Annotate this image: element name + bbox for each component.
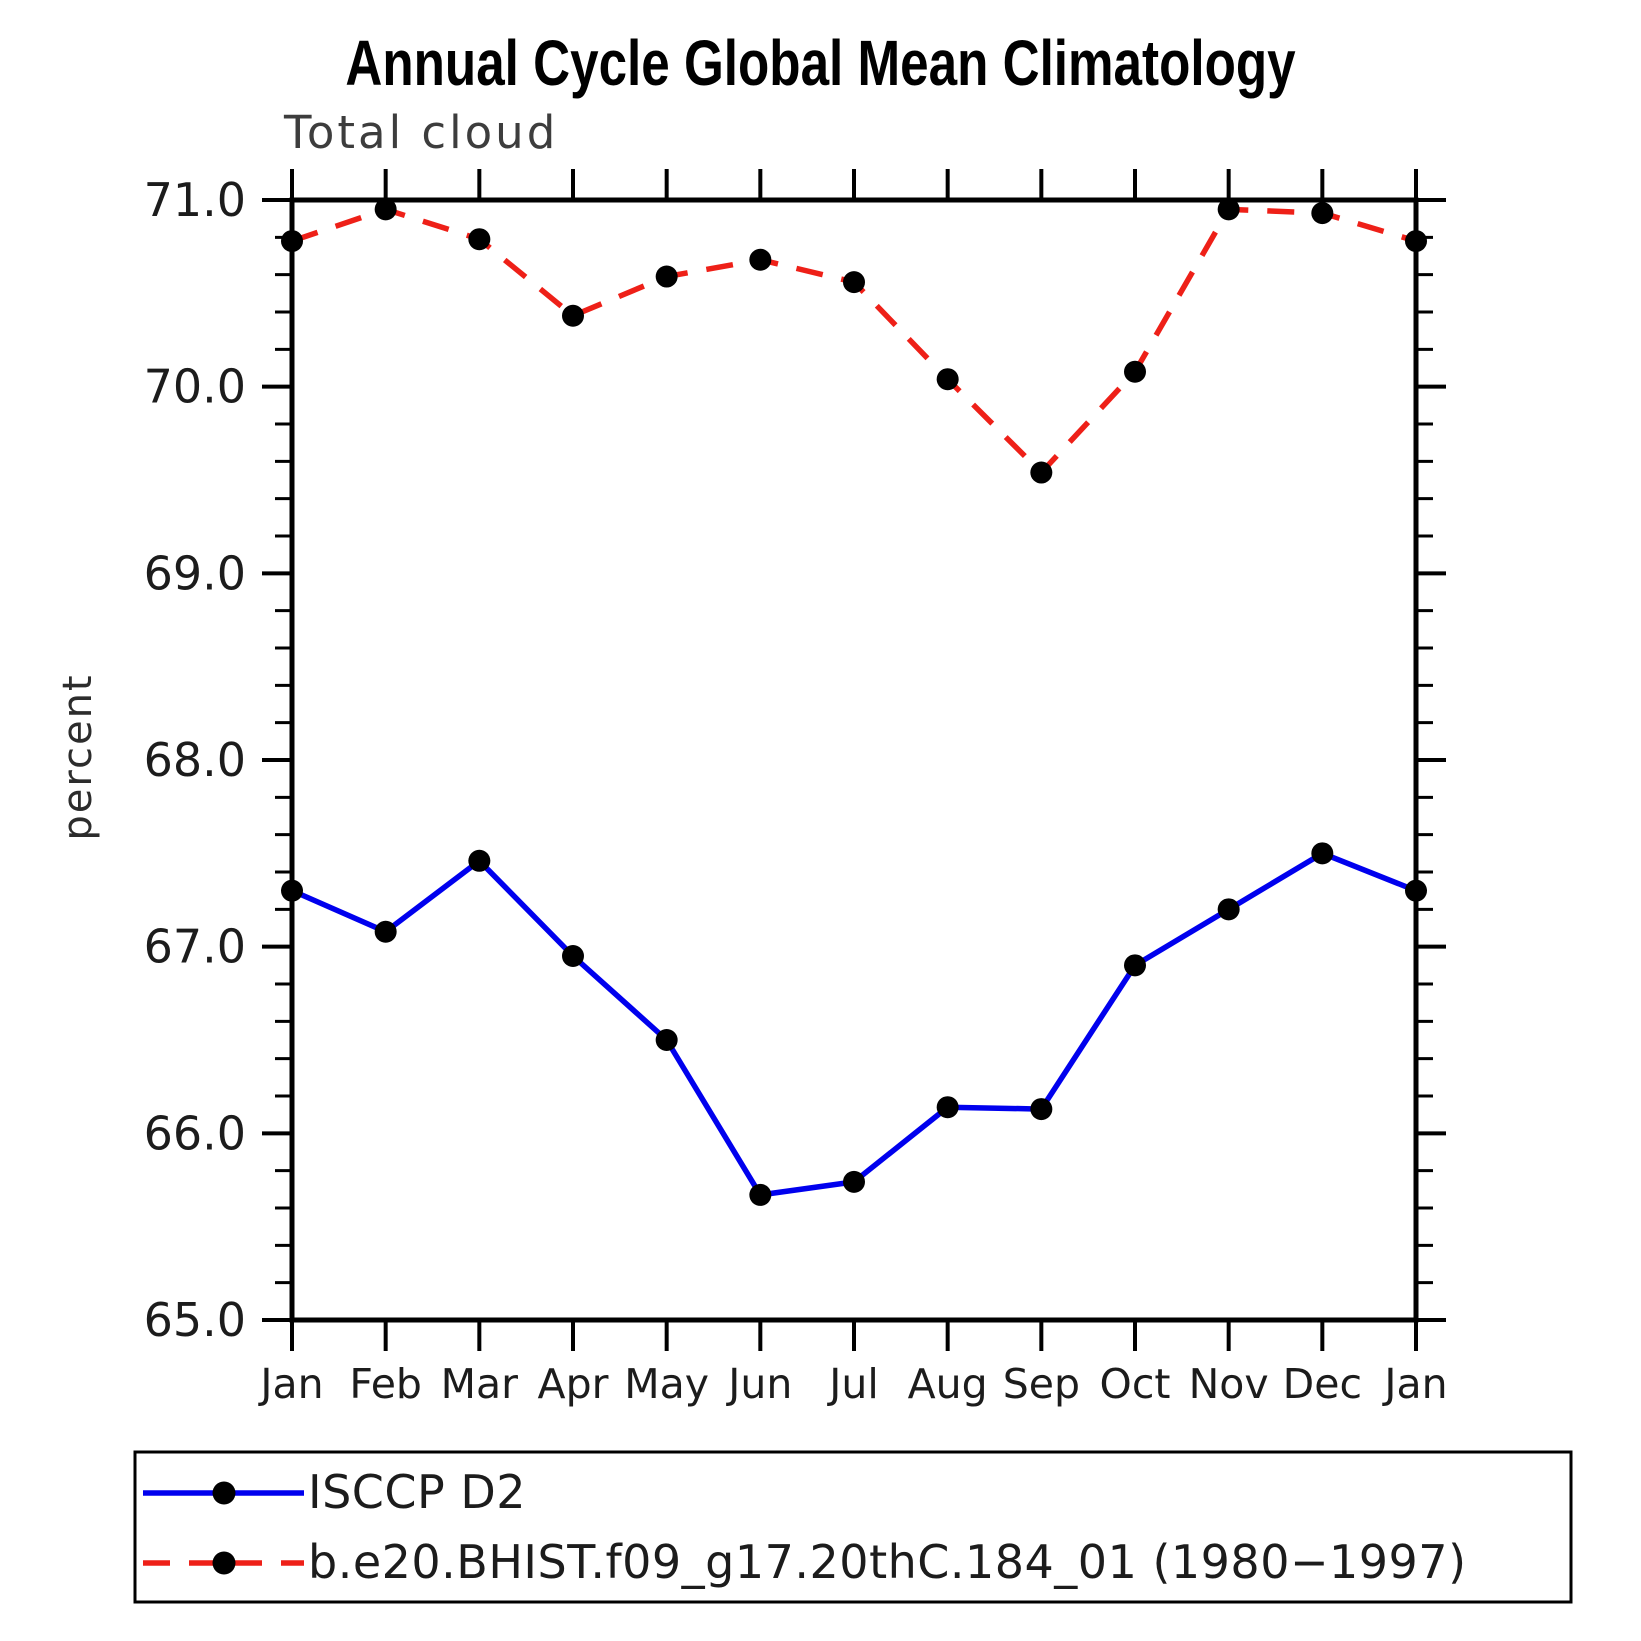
x-tick-label: Apr <box>538 1360 609 1408</box>
legend-marker-0 <box>212 1481 236 1505</box>
data-point <box>374 198 397 221</box>
data-point <box>281 879 303 902</box>
data-point <box>1030 461 1053 484</box>
x-tick-label: Aug <box>908 1360 988 1408</box>
data-point <box>374 920 397 943</box>
data-point <box>843 1170 865 1193</box>
x-tick-label: Jun <box>725 1360 792 1408</box>
data-point <box>1405 879 1427 902</box>
data-point <box>936 368 959 391</box>
x-tick-label: Sep <box>1003 1360 1080 1408</box>
y-tick-label: 69.0 <box>144 546 246 600</box>
x-tick-label: Jul <box>826 1360 878 1408</box>
x-tick-label: May <box>624 1360 709 1408</box>
data-point <box>1217 198 1240 221</box>
chart-subtitle: Total cloud <box>284 106 559 159</box>
data-point <box>936 1096 959 1119</box>
x-tick-label: Nov <box>1189 1360 1269 1408</box>
data-point <box>749 1183 772 1206</box>
legend-label-0: ISCCP D2 <box>308 1465 526 1519</box>
data-point <box>1124 360 1146 383</box>
x-tick-label: Feb <box>349 1360 422 1408</box>
y-tick-label: 67.0 <box>144 920 246 974</box>
plot-frame <box>289 197 1419 1323</box>
y-tick-label: 71.0 <box>144 173 246 227</box>
legend-box <box>133 1450 1573 1604</box>
data-point <box>562 304 584 327</box>
data-point <box>1030 1098 1053 1121</box>
data-point <box>1124 954 1146 977</box>
series-line-0 <box>290 850 1418 1198</box>
data-point <box>468 228 491 251</box>
y-tick-label: 70.0 <box>144 360 246 414</box>
data-point <box>468 849 491 872</box>
series-line-1 <box>291 206 1417 476</box>
x-tick-label: Oct <box>1100 1360 1171 1408</box>
data-point <box>1217 898 1240 921</box>
legend-label-1: b.e20.BHIST.f09_g17.20thC.184_01 (1980−1… <box>308 1535 1467 1589</box>
data-point <box>1405 230 1427 253</box>
chart-title: Annual Cycle Global Mean Climatology <box>345 27 1296 99</box>
y-tick-label: 66.0 <box>144 1106 246 1160</box>
data-point <box>655 1029 678 1051</box>
data-point <box>562 945 584 967</box>
x-tick-label: Dec <box>1283 1360 1362 1408</box>
x-tick-label: Jan <box>1381 1360 1447 1408</box>
data-point <box>749 248 772 271</box>
y-tick-label: 65.0 <box>144 1293 246 1347</box>
x-tick-label: Jan <box>257 1360 323 1408</box>
data-point <box>281 230 303 253</box>
legend-marker-1 <box>212 1551 236 1575</box>
data-point <box>1311 842 1334 865</box>
data-point <box>843 271 865 294</box>
data-point <box>1311 202 1334 225</box>
y-tick-label: 68.0 <box>144 733 246 787</box>
data-point <box>655 265 678 288</box>
x-tick-label: Mar <box>441 1360 518 1408</box>
